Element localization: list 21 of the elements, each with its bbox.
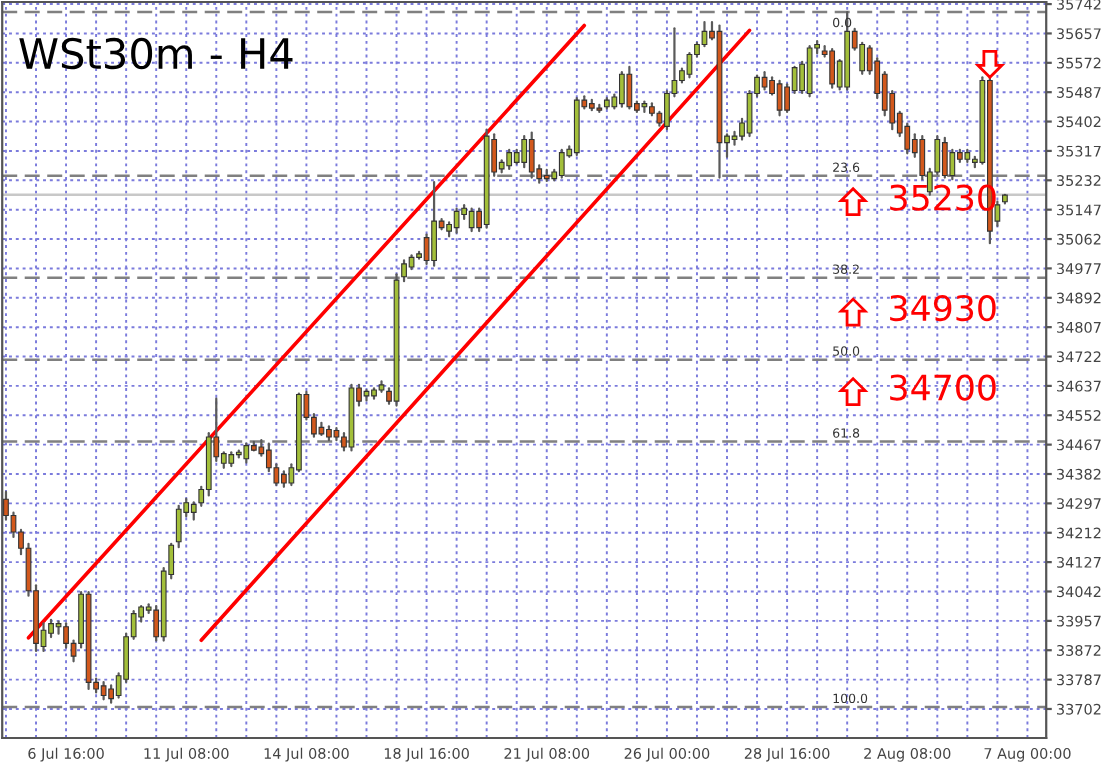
candlestick [243, 442, 250, 464]
candlestick [468, 207, 475, 233]
candlestick [686, 52, 693, 79]
candlestick [618, 71, 625, 108]
candlestick [806, 45, 813, 98]
candlestick [528, 131, 535, 179]
candlestick [521, 134, 528, 169]
candlestick [506, 148, 513, 171]
candlestick [941, 136, 948, 179]
candlestick [776, 79, 783, 117]
candlestick [558, 148, 565, 179]
candlestick [431, 180, 437, 267]
annotation: 34700 [890, 374, 996, 401]
candlestick [175, 504, 182, 549]
candlestick [731, 130, 738, 146]
annotation: WSt30m - H4 [19, 37, 293, 70]
candlestick [829, 47, 836, 89]
candlestick [453, 207, 460, 234]
candlestick [949, 148, 956, 181]
candlestick [626, 65, 633, 110]
annotation: 34930 [890, 294, 996, 322]
